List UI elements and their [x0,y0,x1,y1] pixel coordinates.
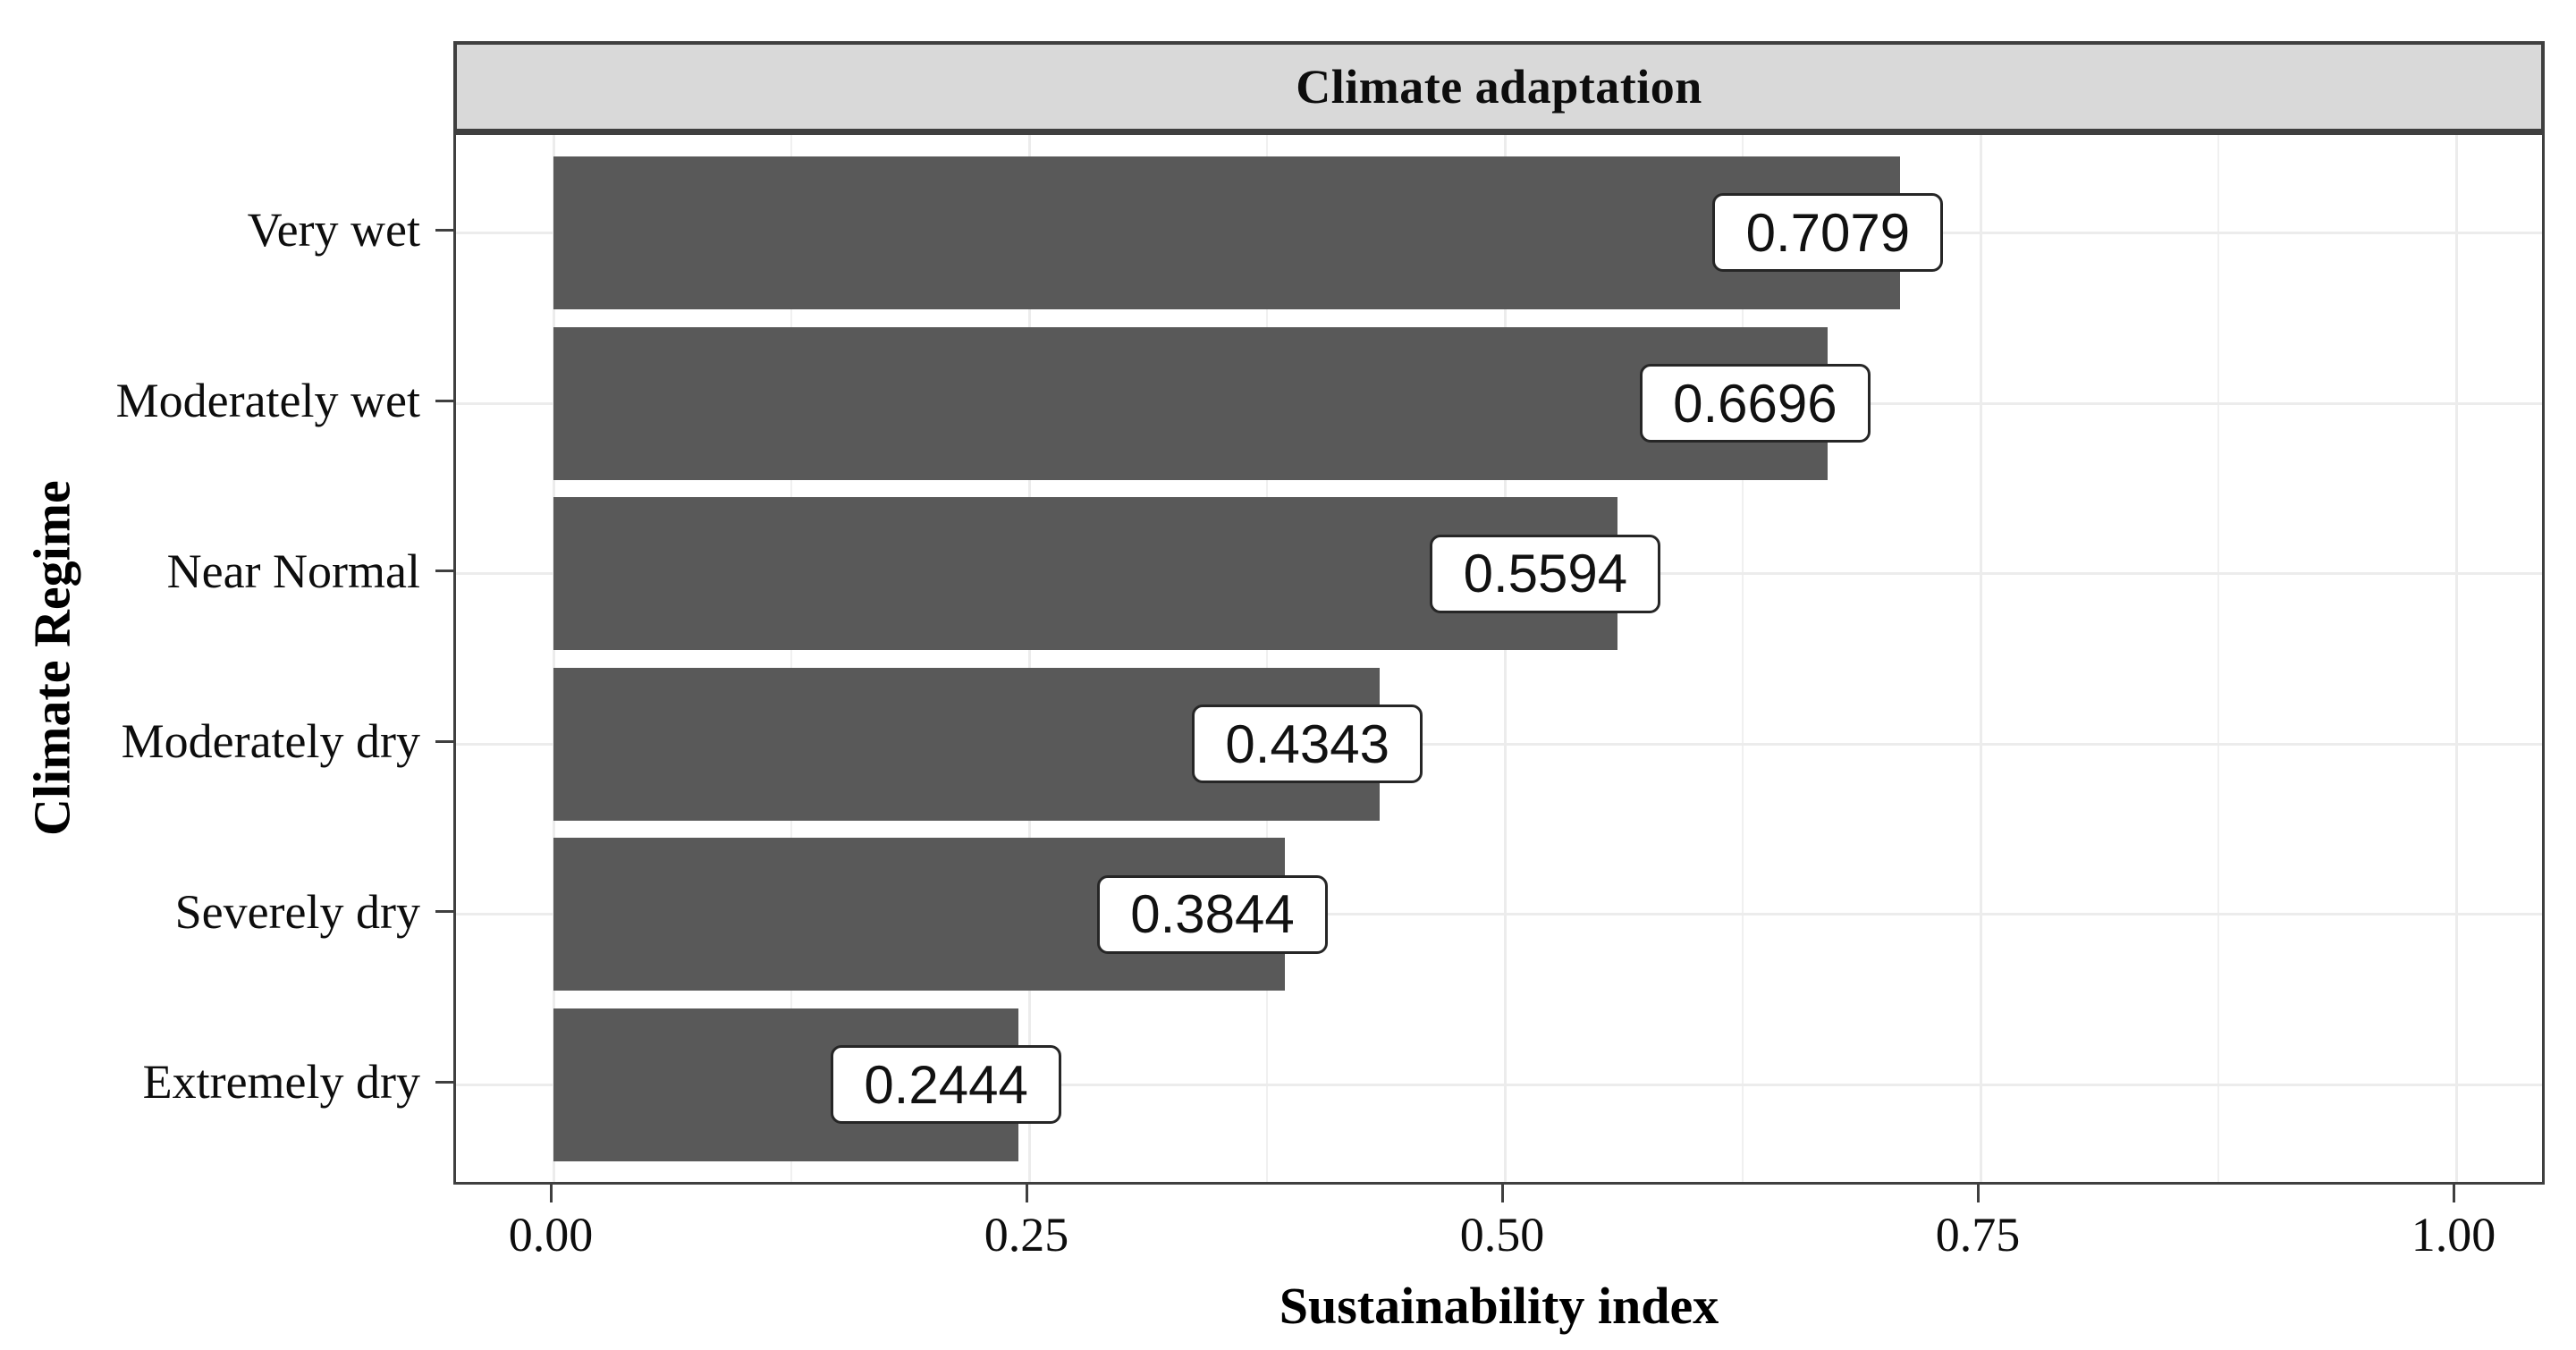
plot-panel: 0.7079 0.6696 0.5594 0.4343 0.3844 0.2444 [453,132,2545,1185]
x-tick-label: 0.25 [984,1208,1069,1261]
bar-value-label: 0.2444 [831,1045,1062,1125]
bar-value-label: 0.3844 [1097,874,1328,954]
x-tick-label: 0.00 [508,1208,594,1261]
x-tick [1025,1185,1028,1202]
y-tick [435,399,453,402]
x-tick [1500,1185,1504,1202]
x-tick [1976,1185,1980,1202]
y-gridline-major [456,742,2542,746]
x-gridline-minor [1266,135,1268,1182]
bar [553,326,1828,480]
y-tick [435,228,453,232]
x-gridline-major [1979,135,1982,1182]
x-tick-label: 0.75 [1935,1208,2021,1261]
y-tick [435,739,453,743]
y-tick-label: Severely dry [174,884,420,939]
x-gridline-major [1503,135,1507,1182]
bar-value-label: 0.6696 [1639,364,1871,443]
x-tick [2452,1185,2455,1202]
y-tick-label: Moderately wet [115,374,420,427]
x-gridline-minor [2217,135,2219,1182]
y-tick-label: Very wet [247,203,420,257]
x-gridline-major [2454,135,2458,1182]
y-tick-label: Moderately dry [121,714,420,769]
x-tick-label: 1.00 [2411,1208,2496,1261]
bar-value-label: 0.4343 [1192,705,1423,784]
y-tick [435,1080,453,1084]
x-gridline-major [552,135,555,1182]
x-gridline-major [1027,135,1031,1182]
y-tick [435,910,453,914]
y-tick [435,570,453,573]
x-tick [549,1185,553,1202]
bar [553,156,1901,309]
facet-strip-title: Climate adaptation [1296,60,1702,114]
bar-value-label: 0.5594 [1430,534,1661,613]
y-tick-label: Extremely dry [142,1055,420,1110]
y-gridline-major [456,1083,2542,1086]
x-tick-label: 0.50 [1459,1208,1545,1261]
bar-value-label: 0.7079 [1712,193,1944,273]
y-axis-title: Climate Regime [22,480,81,837]
x-axis-title: Sustainability index [1279,1277,1719,1335]
y-tick-label: Near Normal [166,544,420,598]
x-gridline-minor [1742,135,1744,1182]
x-gridline-minor [790,135,792,1182]
y-gridline-major [456,913,2542,916]
facet-strip: Climate adaptation [453,41,2545,132]
